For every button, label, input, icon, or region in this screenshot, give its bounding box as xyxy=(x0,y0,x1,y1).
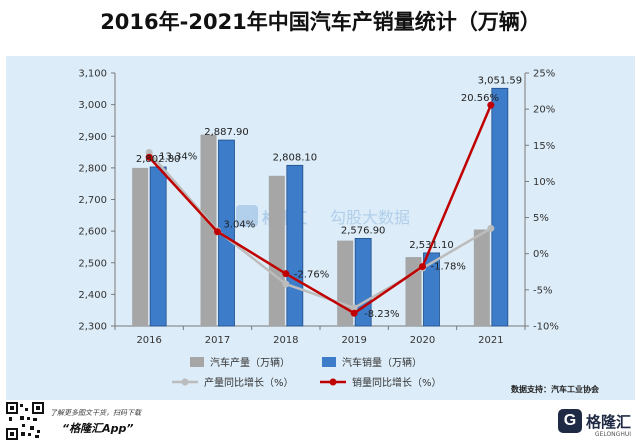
qr-code-icon[interactable] xyxy=(6,402,44,440)
legend-swatch-bar xyxy=(190,357,204,367)
bar-production xyxy=(473,229,490,326)
y-right-tick-label: -5% xyxy=(533,285,552,296)
plot-background xyxy=(6,56,635,400)
axes: 2,300 2,400 2,500 2,600 2,700 2,800 2,900 3,000… xyxy=(78,69,558,347)
line-sales-growth-label: -2.76% xyxy=(294,270,329,281)
point-sales-growth xyxy=(282,270,290,278)
x-tick-label: 2020 xyxy=(410,335,435,346)
y-right-tick-label: 0% xyxy=(533,249,549,260)
y-right-tick-label: 15% xyxy=(533,141,555,152)
point-sales-growth xyxy=(145,153,153,161)
line-sales-growth xyxy=(148,104,492,315)
brand-logo: G 格隆汇 GELONGHUI xyxy=(557,407,631,438)
bar-production xyxy=(268,175,285,326)
bars xyxy=(132,87,509,327)
x-tick-label: 2021 xyxy=(478,335,503,346)
bar-sales-label: 2,887.90 xyxy=(204,127,249,138)
bar-sales-label: 3,051.59 xyxy=(478,75,523,86)
line-sales-growth-label: 13.34% xyxy=(159,151,197,162)
legend-swatch-marker xyxy=(181,378,189,386)
bar-sales-label: 2,576.90 xyxy=(341,225,386,236)
legend: 汽车产量（万辆） 汽车销量（万辆） 产量同比增长（%） 销量同比增长（%） xyxy=(172,356,442,389)
watermark-logo-icon xyxy=(236,205,258,227)
logo-icon: G xyxy=(557,409,582,433)
watermark-text: 勾股大数据 xyxy=(330,208,410,227)
bar-sales xyxy=(491,87,509,327)
point-sales-growth xyxy=(214,228,221,236)
bar-sales-label: 2,531.10 xyxy=(409,240,454,251)
line-sales-growth-label: -1.78% xyxy=(431,262,466,273)
bar-sales-label: 2,802.80 xyxy=(136,154,181,165)
y-right-tick-label: -10% xyxy=(533,322,559,333)
y-left-tick-label: 2,300 xyxy=(78,322,107,333)
footer-line1: 了解更多图文干货，扫码下载 xyxy=(50,409,141,417)
footer: 了解更多图文干货，扫码下载 “格隆汇App” G 格隆汇 GELONGHUI xyxy=(0,400,641,443)
line-sales-growth-label: 3.04% xyxy=(224,220,256,231)
bar-production xyxy=(132,167,149,326)
point-sales-growth xyxy=(350,309,358,317)
bar-sales xyxy=(423,252,440,327)
y-left-tick-label: 2,900 xyxy=(78,132,107,143)
footer-app-name[interactable]: “格隆汇App” xyxy=(62,422,134,435)
legend-label: 汽车产量（万辆） xyxy=(210,356,290,369)
x-tick-label: 2019 xyxy=(341,335,366,346)
point-production-growth xyxy=(350,304,358,312)
x-tick-label: 2017 xyxy=(205,335,230,346)
logo-text: 格隆汇 xyxy=(585,412,631,431)
x-tick-label: 2016 xyxy=(136,335,161,346)
bar-sales-label: 2,808.10 xyxy=(273,152,318,163)
lines xyxy=(145,101,495,317)
x-tick-label: 2018 xyxy=(273,335,298,346)
y-left-tick-label: 2,400 xyxy=(78,290,107,301)
bar-sales xyxy=(149,166,167,327)
y-left-tick-label: 2,600 xyxy=(78,227,107,238)
y-left-tick-label: 3,000 xyxy=(78,100,107,111)
source-note: 数据支持：汽车工业协会 xyxy=(511,385,599,394)
bar-sales xyxy=(286,164,304,327)
bar-production xyxy=(200,134,217,326)
logo-subtext: GELONGHUI xyxy=(594,431,631,438)
y-left-tick-label: 2,800 xyxy=(78,163,107,174)
point-sales-growth xyxy=(487,101,495,109)
point-sales-growth xyxy=(419,263,426,271)
point-production-growth xyxy=(487,224,495,232)
legend-label: 销量同比增长（%） xyxy=(352,376,442,389)
y-left-tick-label: 2,500 xyxy=(78,258,107,269)
legend-swatch-marker xyxy=(329,378,337,386)
y-left-tick-label: 3,100 xyxy=(78,69,107,80)
chart-title: 2016年-2021年中国汽车产销量统计（万辆） xyxy=(100,10,541,34)
y-right-tick-label: 20% xyxy=(533,105,555,116)
y-right-tick-label: 5% xyxy=(533,213,549,224)
watermark: 格隆汇 勾股大数据 xyxy=(236,205,410,227)
line-sales-growth-label: -8.23% xyxy=(364,309,399,320)
y-left-tick-label: 2,700 xyxy=(78,195,107,206)
line-sales-growth-label: 20.56% xyxy=(461,93,499,104)
legend-swatch-bar xyxy=(322,357,336,367)
data-labels: 2,802.80 2,887.90 2,808.10 2,576.90 2,531.10… xyxy=(136,75,522,320)
point-production-growth xyxy=(282,280,290,288)
y-right-tick-label: 10% xyxy=(533,177,555,188)
y-right-tick-label: 25% xyxy=(533,69,555,80)
legend-label: 汽车销量（万辆） xyxy=(342,356,422,369)
legend-label: 产量同比增长（%） xyxy=(204,376,294,389)
